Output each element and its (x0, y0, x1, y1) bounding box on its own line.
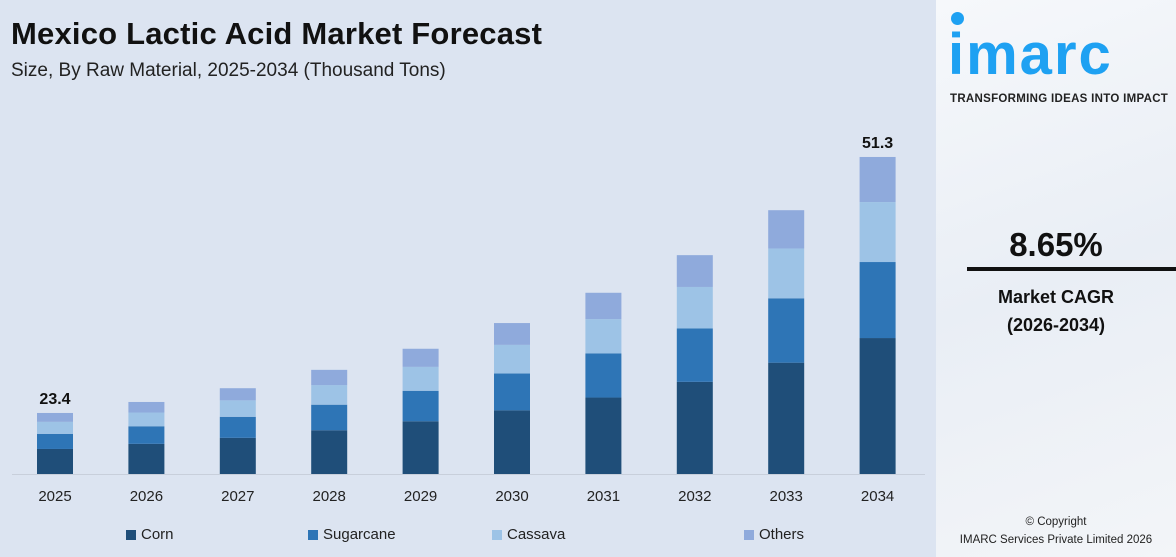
bar-segment-sugarcane-2033 (768, 298, 805, 363)
bar-segment-others-2032 (676, 255, 713, 287)
bar-segment-corn-2028 (311, 430, 348, 474)
cagr-label-text: Market CAGR (997, 287, 1115, 307)
legend-item-cassava: Cassava (492, 526, 565, 544)
x-tick-label: 2029 (404, 488, 437, 505)
legend-label: Corn (141, 526, 174, 543)
bar-segment-others-2025 (37, 412, 73, 422)
tagline: TRANSFORMING IDEAS INTO IMPACT (950, 93, 1169, 105)
bar-segment-sugarcane-2034 (859, 262, 896, 339)
x-tick-label: 2031 (587, 488, 620, 505)
bar-segment-others-2030 (494, 323, 530, 345)
bar-segment-corn-2025 (37, 448, 73, 474)
legend-swatch (126, 530, 136, 540)
copyright-text: © Copyright (1025, 516, 1087, 528)
bar-segment-sugarcane-2031 (585, 353, 622, 398)
stacked-bar-chart: 2025 23.4 2026 2027 2028 2029 2030 2031 2032 2033… (12, 135, 925, 505)
x-tick-label: 2032 (678, 488, 711, 505)
legend-swatch (744, 530, 754, 540)
bar-segment-others-2026 (128, 401, 165, 413)
cagr-divider (967, 267, 1176, 271)
legend-item-others: Others (744, 526, 804, 544)
copyright-owner: IMARC Services Private Limited 2026 (959, 534, 1153, 546)
bar-segment-corn-2029 (402, 421, 439, 474)
bar-segment-cassava-2034 (859, 202, 896, 263)
x-tick-label: 2025 (38, 488, 71, 505)
legend-swatch (308, 530, 318, 540)
bar-segment-cassava-2029 (402, 366, 439, 391)
bar-segment-others-2027 (219, 388, 256, 401)
legend-label: Others (759, 526, 805, 543)
bar-segment-others-2028 (311, 369, 348, 386)
bar-segment-sugarcane-2026 (128, 426, 165, 444)
bar-segment-corn-2031 (585, 397, 622, 474)
bar-segment-cassava-2033 (768, 248, 805, 299)
bar-segment-cassava-2027 (219, 400, 256, 417)
bar-segment-cassava-2031 (585, 319, 622, 354)
cagr-period: (2026-2034) (1006, 315, 1106, 335)
data-label: 23.4 (39, 391, 70, 408)
bar-segment-cassava-2030 (494, 344, 530, 374)
bar-segment-others-2031 (585, 292, 622, 320)
x-tick-label: 2033 (770, 488, 803, 505)
legend-swatch (492, 530, 502, 540)
legend-label: Cassava (507, 526, 566, 543)
imarc-logo: imarc (948, 22, 1113, 87)
copyright: © Copyright IMARC Services Private Limit… (936, 513, 1176, 549)
bar-segment-sugarcane-2028 (311, 404, 348, 431)
bar-segment-corn-2033 (768, 362, 805, 474)
logo-dot (951, 12, 964, 25)
x-tick-label: 2030 (495, 488, 528, 505)
bar-segment-others-2029 (402, 348, 439, 367)
cagr-label: Market CAGR (2026-2034) (936, 283, 1176, 339)
bar-segment-corn-2034 (859, 338, 896, 474)
bar-segment-sugarcane-2032 (676, 328, 713, 382)
data-label: 51.3 (862, 135, 893, 152)
cagr-value: 8.65% (1009, 226, 1103, 263)
bar-segment-corn-2027 (219, 437, 256, 474)
bar-segment-corn-2026 (128, 443, 165, 474)
bar-segment-sugarcane-2030 (494, 373, 530, 411)
bar-segment-cassava-2026 (128, 412, 165, 427)
bar-segment-others-2034 (859, 156, 896, 203)
x-tick-label: 2034 (861, 488, 894, 505)
bar-segment-cassava-2025 (37, 421, 73, 434)
bar-segment-sugarcane-2029 (402, 390, 439, 422)
legend-label: Sugarcane (323, 526, 396, 543)
sidebar-panel: imarc TRANSFORMING IDEAS INTO IMPACT 8.6… (936, 0, 1176, 557)
x-tick-label: 2028 (313, 488, 346, 505)
bar-segment-corn-2030 (494, 410, 530, 474)
legend-item-corn: Corn (126, 526, 174, 544)
bar-segment-cassava-2032 (676, 286, 713, 329)
bar-segment-sugarcane-2027 (219, 416, 256, 438)
chart-subtitle: Size, By Raw Material, 2025-2034 (Thousa… (11, 60, 446, 81)
bar-segment-cassava-2028 (311, 385, 348, 405)
bar-segment-others-2033 (768, 210, 805, 249)
bar-segment-sugarcane-2025 (37, 433, 73, 449)
x-tick-label: 2027 (221, 488, 254, 505)
legend-item-sugarcane: Sugarcane (308, 526, 396, 544)
chart-title: Mexico Lactic Acid Market Forecast (11, 16, 543, 51)
x-tick-label: 2026 (130, 488, 163, 505)
bar-segment-corn-2032 (676, 381, 713, 474)
